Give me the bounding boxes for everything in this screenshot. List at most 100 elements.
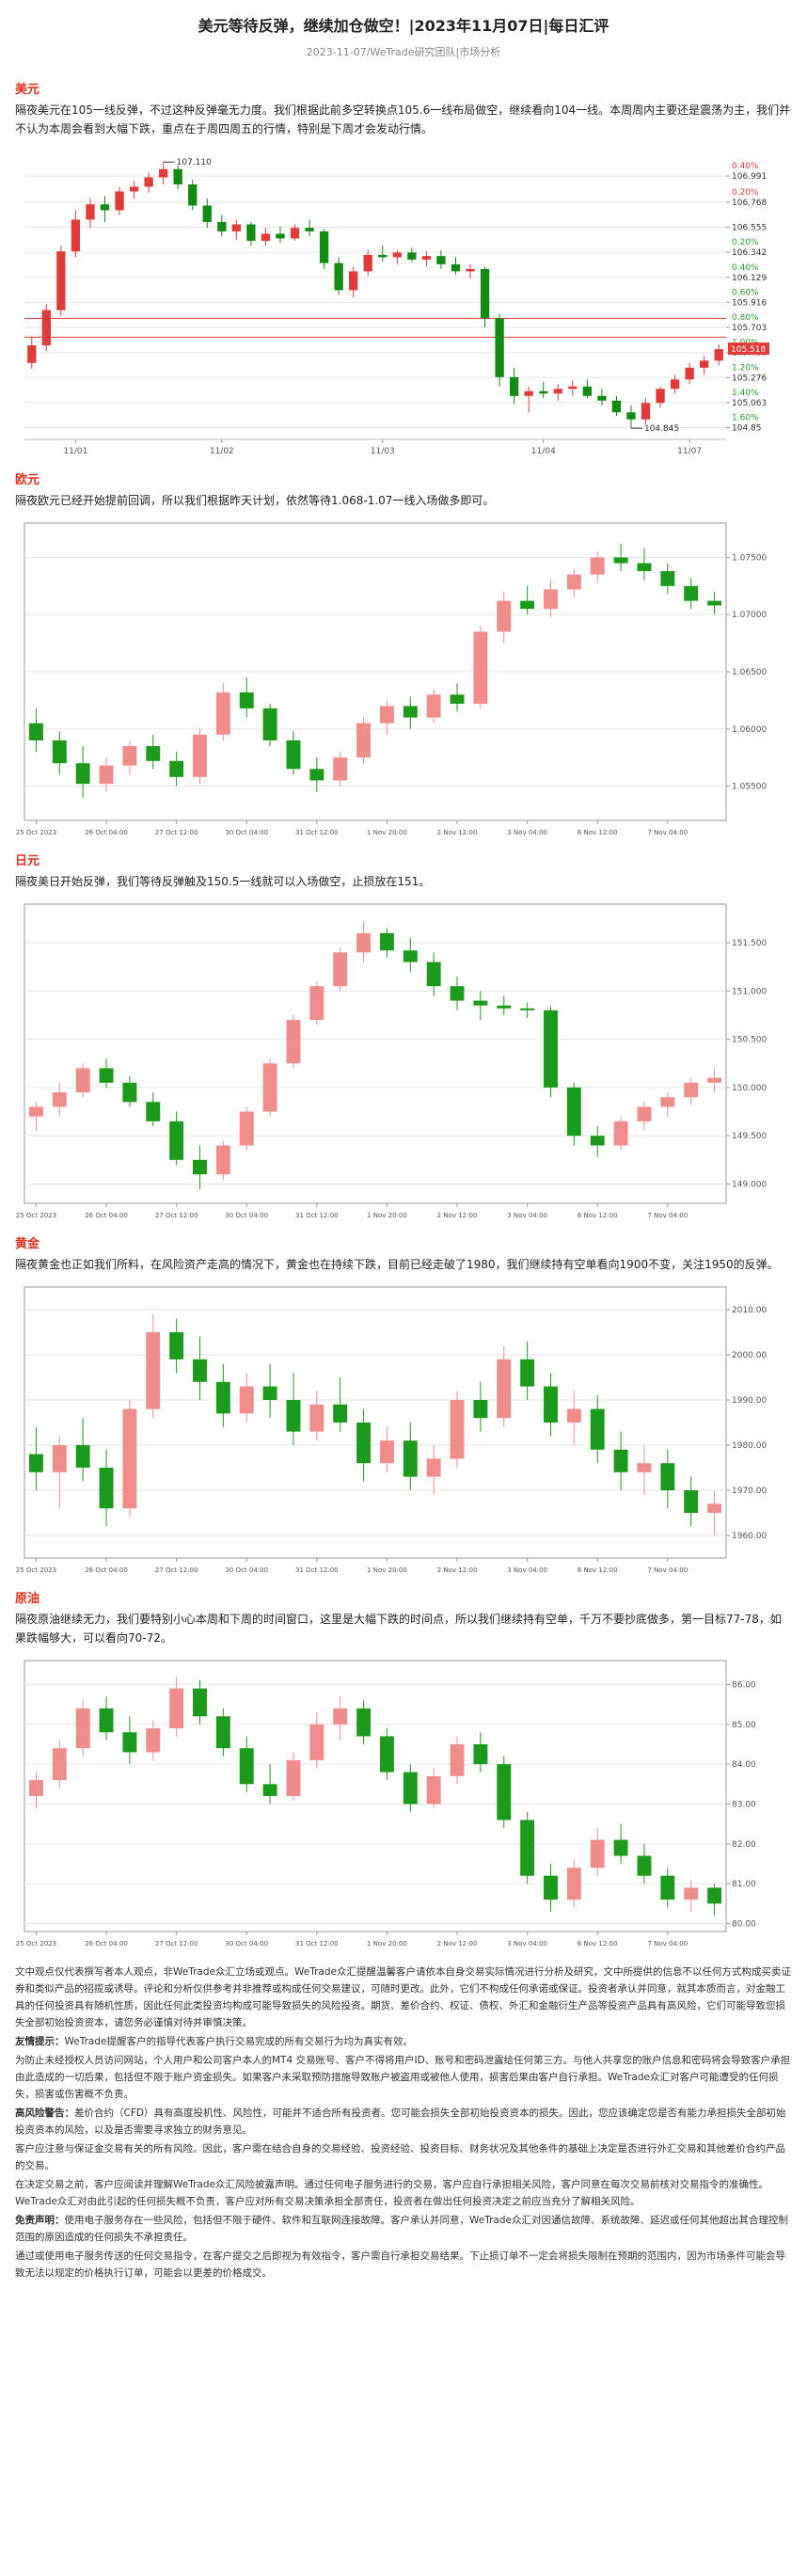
y-tick-label: 1980.00 xyxy=(732,1441,767,1451)
candle-body xyxy=(660,1097,675,1107)
candle-body xyxy=(193,1688,207,1717)
price-chart: 1.05500 1.06000 1.06500 1.07000 1.07500 25 Oc… xyxy=(16,522,767,836)
candle-body xyxy=(379,932,394,951)
y-tick-label: 86.00 xyxy=(732,1680,756,1690)
candle-body xyxy=(670,379,680,390)
candle-body xyxy=(122,1732,137,1753)
high-label: 107.110 xyxy=(177,158,212,167)
x-tick-label: 3 Nov 04:00 xyxy=(507,1940,547,1948)
candle-body xyxy=(403,950,418,962)
market-section: 日元 隔夜美日开始反弹，我们等待反弹触及150.5一线就可以入场做空，止损放在15… xyxy=(0,851,807,1226)
price-chart: 149.000 149.500 150.000 150.500 151.000 151.5… xyxy=(16,903,767,1219)
candle-body xyxy=(262,1784,277,1796)
subtitle: 2023-11-07/WeTrade研究团队|市场分析 xyxy=(306,46,501,58)
candle-body xyxy=(286,1020,301,1064)
candle-body xyxy=(215,1381,230,1414)
candle-body xyxy=(52,739,67,764)
x-tick-label: 30 Oct 04:00 xyxy=(225,1566,268,1574)
x-tick-label: 30 Oct 04:00 xyxy=(225,829,268,836)
plot-frame xyxy=(24,1286,727,1559)
pct-label: 0.60% xyxy=(732,288,759,297)
candle-body xyxy=(27,345,37,363)
x-tick-label: 27 Oct 12:00 xyxy=(155,1212,198,1219)
x-tick-label: 1 Nov 20:00 xyxy=(367,1212,407,1219)
disclaimer-text: 差价合约（CFD）具有高度投机性、风险性，可能并不适合所有投资者。您可能会损失全… xyxy=(15,2107,786,2136)
candle-body xyxy=(115,191,124,211)
candle-body xyxy=(239,1386,254,1414)
section-heading: 原油 xyxy=(15,1592,40,1606)
disclaimer-text: 为防止未经授权人员访问网站，个人用户和公司客户本人的MT4 交易账号、客户不得将… xyxy=(15,2055,791,2100)
x-tick-label: 11/02 xyxy=(210,447,234,456)
x-tick-label: 27 Oct 12:00 xyxy=(155,1940,198,1948)
x-tick-label: 7 Nov 04:00 xyxy=(647,1212,688,1219)
x-tick-label: 25 Oct 2023 xyxy=(16,1212,56,1219)
candle-body xyxy=(173,168,182,184)
x-tick-label: 2 Nov 12:00 xyxy=(437,829,478,836)
x-tick-label: 3 Nov 04:00 xyxy=(507,1566,547,1574)
candle-body xyxy=(215,692,230,735)
pct-label: 0.20% xyxy=(732,188,759,198)
candle-body xyxy=(41,310,51,346)
candle-body xyxy=(684,1490,699,1513)
candle-body xyxy=(637,563,652,572)
candle-body xyxy=(403,706,418,718)
x-tick-label: 11/04 xyxy=(531,447,556,456)
candle-body xyxy=(613,1839,628,1856)
candle-body xyxy=(421,256,432,260)
x-tick-label: 25 Oct 2023 xyxy=(16,1940,56,1948)
candle-body xyxy=(497,1764,512,1821)
candle-body xyxy=(426,1775,441,1805)
disclaimer-text: 通过或使用电子服务传送的任何交易指令，在客户提交之后即视为有效指令，客户需自行承… xyxy=(15,2250,785,2279)
candle-body xyxy=(290,228,300,239)
x-tick-label: 1 Nov 20:00 xyxy=(367,1940,407,1948)
y-tick-label: 151.000 xyxy=(732,987,767,996)
candle-body xyxy=(590,1839,605,1868)
y-tick-label: 149.500 xyxy=(732,1132,767,1141)
y-tick-label: 85.00 xyxy=(732,1721,756,1730)
candle-body xyxy=(520,1820,535,1876)
candle-body xyxy=(215,1716,230,1749)
candle-body xyxy=(309,1724,324,1760)
candle-body xyxy=(426,1458,441,1477)
candle-body xyxy=(146,1728,161,1753)
candle-body xyxy=(450,1400,465,1459)
candle-body xyxy=(169,1121,184,1160)
x-tick-label: 27 Oct 12:00 xyxy=(155,1566,198,1574)
candle-body xyxy=(169,760,184,777)
candle-body xyxy=(641,403,651,420)
y-tick-label: 105.276 xyxy=(732,374,767,383)
disclaimer-text: 文中观点仅代表撰写者本人观点，非WeTrade众汇立场或观点。WeTrade众汇… xyxy=(15,1966,791,2028)
candle-body xyxy=(700,360,709,368)
x-tick-label: 3 Nov 04:00 xyxy=(507,1212,547,1219)
pct-label: 0.80% xyxy=(732,313,759,323)
low-label: 104.845 xyxy=(644,424,679,434)
x-tick-label: 31 Oct 12:00 xyxy=(295,1566,339,1574)
y-tick-label: 1960.00 xyxy=(732,1532,767,1541)
x-tick-label: 27 Oct 12:00 xyxy=(155,829,198,836)
plot-frame xyxy=(24,1660,727,1932)
candle-body xyxy=(52,1092,67,1107)
candle-body xyxy=(497,1005,512,1009)
y-tick-label: 106.555 xyxy=(732,224,767,233)
disclaimer-text: WeTrade提醒客户的指导代表客户执行交易完成的所有交易行为均为真实有效。 xyxy=(64,2036,413,2047)
candle-body xyxy=(52,1748,67,1781)
candle-body xyxy=(286,739,301,770)
candle-body xyxy=(637,1106,652,1121)
candle-body xyxy=(28,1780,43,1796)
candle-body xyxy=(590,557,605,575)
market-section: 原油 隔夜原油继续无力，我们要特别小心本周和下周的时间窗口，这里是大幅下跌的时间点… xyxy=(0,1588,807,1954)
section-text: 隔夜黄金也正如我们所料，在风险资产走高的情况下，黄金也在持续下跌，目前已经走破了… xyxy=(15,1258,779,1271)
candle-body xyxy=(544,1010,558,1088)
candle-body xyxy=(436,256,446,264)
candle-body xyxy=(707,1503,722,1513)
candle-body xyxy=(122,746,137,766)
y-tick-label: 106.768 xyxy=(732,199,767,208)
x-tick-label: 26 Oct 04:00 xyxy=(85,1566,128,1574)
sections: 美元 隔夜美元在105一线反弹，不过这种反弹毫无力度。我们根据此前多空转换点105… xyxy=(0,79,807,1954)
candle-body xyxy=(566,1868,581,1900)
y-tick-label: 105.703 xyxy=(732,324,767,333)
x-tick-label: 2 Nov 12:00 xyxy=(437,1212,478,1219)
candle-body xyxy=(356,1423,372,1464)
candle-body xyxy=(553,389,562,394)
